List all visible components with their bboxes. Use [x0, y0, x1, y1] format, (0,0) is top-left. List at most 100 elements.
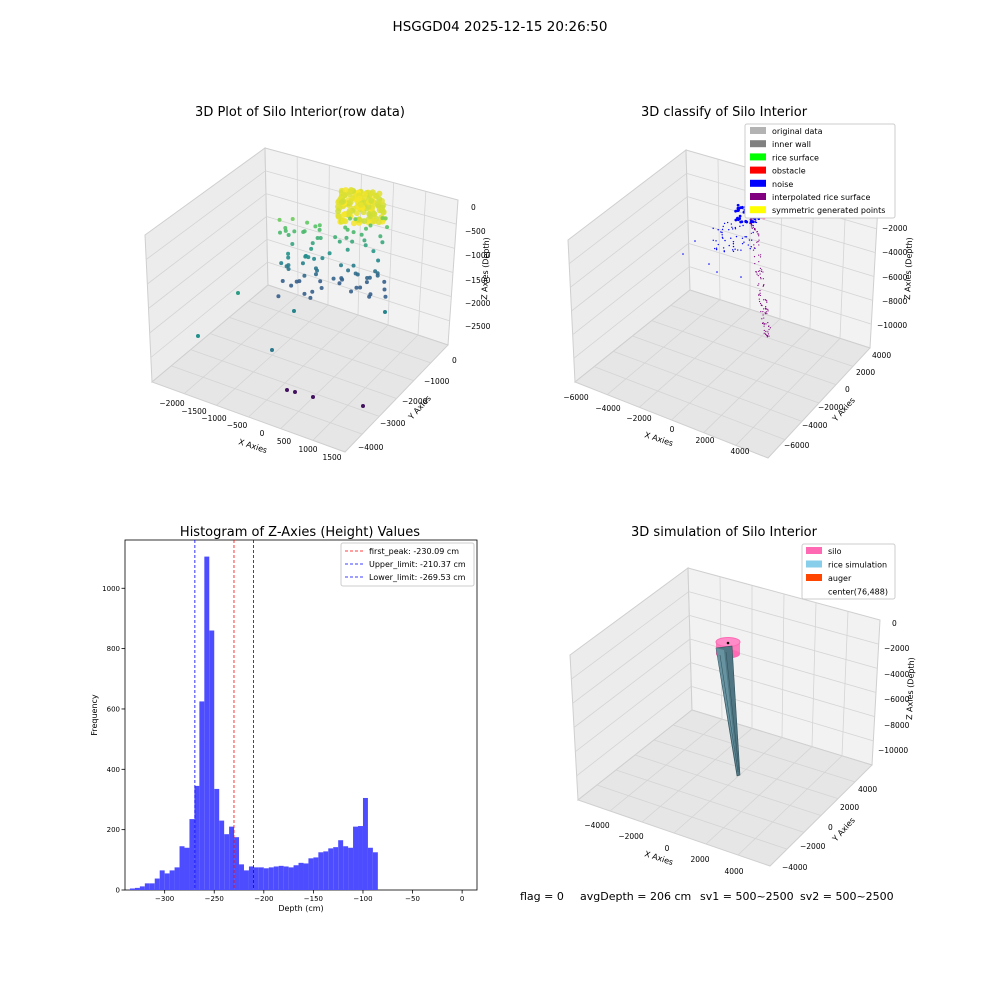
interp-point: [761, 318, 763, 320]
raw-point: [270, 348, 274, 352]
p1-ztick: −2000: [465, 299, 491, 308]
footer-sv1: sv1 = 500~2500: [700, 890, 794, 903]
hist-ytick-label: 800: [107, 645, 120, 653]
panel4-legend: silo rice simulation auger center(76,488): [801, 543, 896, 600]
hist-bar: [323, 851, 329, 890]
legend-label: original data: [772, 127, 823, 136]
p1-ytick: 0: [452, 356, 457, 365]
p4-ztick: −4000: [884, 670, 910, 679]
hist-bar: [184, 847, 190, 890]
raw-point: [342, 187, 349, 194]
interp-point: [749, 219, 751, 221]
raw-point: [355, 272, 360, 277]
raw-point: [196, 334, 200, 338]
p2-ztick: −2000: [882, 224, 908, 233]
noise-point: [748, 239, 751, 241]
noise-point: [739, 225, 741, 227]
interp-point: [764, 333, 767, 335]
raw-point: [340, 211, 347, 218]
raw-point: [373, 269, 378, 274]
hist-bar: [362, 797, 368, 890]
interp-point: [759, 267, 762, 269]
raw-point: [345, 247, 350, 252]
rice-simulation-surface: [715, 645, 741, 777]
panel3-title: Histogram of Z-Axies (Height) Values: [180, 525, 420, 540]
legend-swatch: [750, 153, 766, 161]
hist-bar: [209, 630, 215, 890]
interp-point: [758, 244, 760, 246]
noise-point: [745, 220, 749, 224]
raw-point: [368, 223, 373, 228]
p2-xtick: 4000: [730, 447, 749, 456]
raw-point: [290, 217, 295, 222]
noise-point: [731, 226, 733, 229]
p2-zlabel: Z Axies (Depth): [903, 237, 914, 300]
hist-ytick-label: 400: [107, 766, 120, 774]
hist-bar: [243, 870, 249, 890]
hist-bar: [179, 846, 185, 890]
hist-bar: [169, 870, 175, 890]
panel2-xticks: −6000 −4000 −2000 0 2000 4000: [563, 393, 749, 456]
legend-label: center(76,488): [828, 588, 888, 597]
interp-point: [750, 232, 752, 234]
hist-legend-label: first_peak: -230.09 cm: [369, 547, 459, 556]
p4-ztick: −10000: [878, 746, 908, 755]
noise-point: [716, 271, 718, 273]
interp-point: [751, 224, 753, 226]
hist-bar: [139, 886, 145, 890]
raw-point: [369, 189, 376, 196]
hist-bar: [348, 847, 354, 890]
legend-swatch: [750, 140, 766, 148]
raw-point: [290, 242, 295, 247]
raw-point: [313, 224, 318, 229]
p4-ytick: 4000: [858, 785, 877, 794]
noise-point: [731, 228, 734, 230]
p4-ytick: −2000: [800, 842, 826, 851]
p1-ztick: 0: [471, 203, 476, 212]
interp-point: [759, 273, 761, 275]
noise-point: [732, 243, 735, 245]
hist-xtick-label: −250: [205, 895, 224, 903]
hist-bar: [273, 866, 279, 890]
noise-point: [743, 241, 745, 243]
noise-point: [731, 249, 734, 251]
raw-point: [376, 258, 381, 263]
interp-point: [756, 241, 758, 243]
raw-point: [318, 235, 323, 240]
interp-point: [765, 330, 767, 332]
panel-simulation-3d: 3D simulation of Silo Interior −4000 −20…: [569, 525, 916, 876]
noise-point: [749, 247, 751, 250]
raw-point: [337, 239, 342, 244]
raw-point: [347, 216, 352, 221]
raw-point: [318, 279, 323, 284]
raw-point: [289, 283, 294, 288]
raw-point: [361, 404, 365, 408]
noise-point: [715, 248, 718, 251]
interp-point: [763, 317, 765, 319]
interp-point: [758, 270, 760, 272]
noise-point: [722, 247, 725, 249]
raw-point: [368, 292, 373, 297]
raw-point: [339, 263, 344, 268]
noise-point: [751, 220, 755, 224]
legend-swatch: [750, 193, 766, 200]
raw-point: [303, 254, 308, 259]
panel1-yticks: 0 −1000 −2000 −3000 −4000: [358, 356, 457, 452]
interp-point: [752, 249, 755, 251]
hist-ylabel: Frequency: [90, 694, 99, 736]
hist-bar: [253, 867, 259, 890]
hist-ytick-label: 600: [107, 705, 120, 713]
raw-point: [361, 218, 368, 225]
raw-point: [348, 187, 355, 194]
raw-point: [382, 279, 387, 284]
raw-point: [350, 239, 355, 244]
raw-point: [353, 217, 358, 222]
raw-point: [361, 194, 368, 201]
p1-ytick: −2000: [402, 397, 428, 406]
interp-point: [759, 270, 761, 272]
hist-bars: [129, 556, 378, 890]
interp-point: [767, 325, 770, 327]
raw-point: [286, 266, 291, 271]
noise-point: [734, 228, 737, 230]
p4-zlabel: Z Axies (Depth): [905, 657, 916, 720]
